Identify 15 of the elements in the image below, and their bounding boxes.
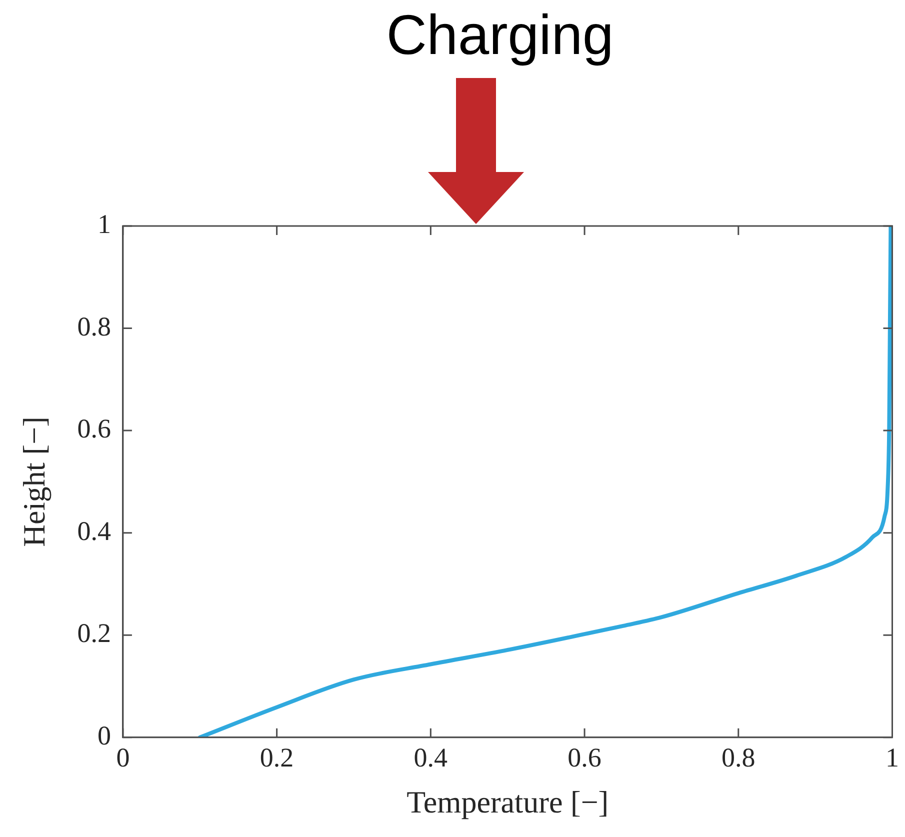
y-tick-label: 0.2 — [77, 618, 111, 648]
x-tick-label: 0.8 — [722, 742, 756, 773]
chart-title: Charging — [385, 2, 615, 67]
y-tick-label: 1 — [97, 209, 111, 240]
x-tick-label: 1 — [886, 742, 899, 773]
x-tick-label: 0.2 — [260, 742, 294, 773]
y-axis-title: Height [−] — [16, 416, 52, 547]
x-tick-label: 0.4 — [414, 742, 448, 773]
x-tick-label: 0.6 — [568, 742, 602, 773]
y-tick-label: 0.4 — [77, 516, 112, 546]
y-tick-label: 0.6 — [77, 414, 111, 444]
x-axis-title: Temperature [−] — [406, 784, 609, 820]
x-tick-label: 0 — [116, 742, 130, 773]
y-tick-label: 0 — [97, 720, 111, 750]
y-tick-label: 0.8 — [77, 311, 111, 342]
